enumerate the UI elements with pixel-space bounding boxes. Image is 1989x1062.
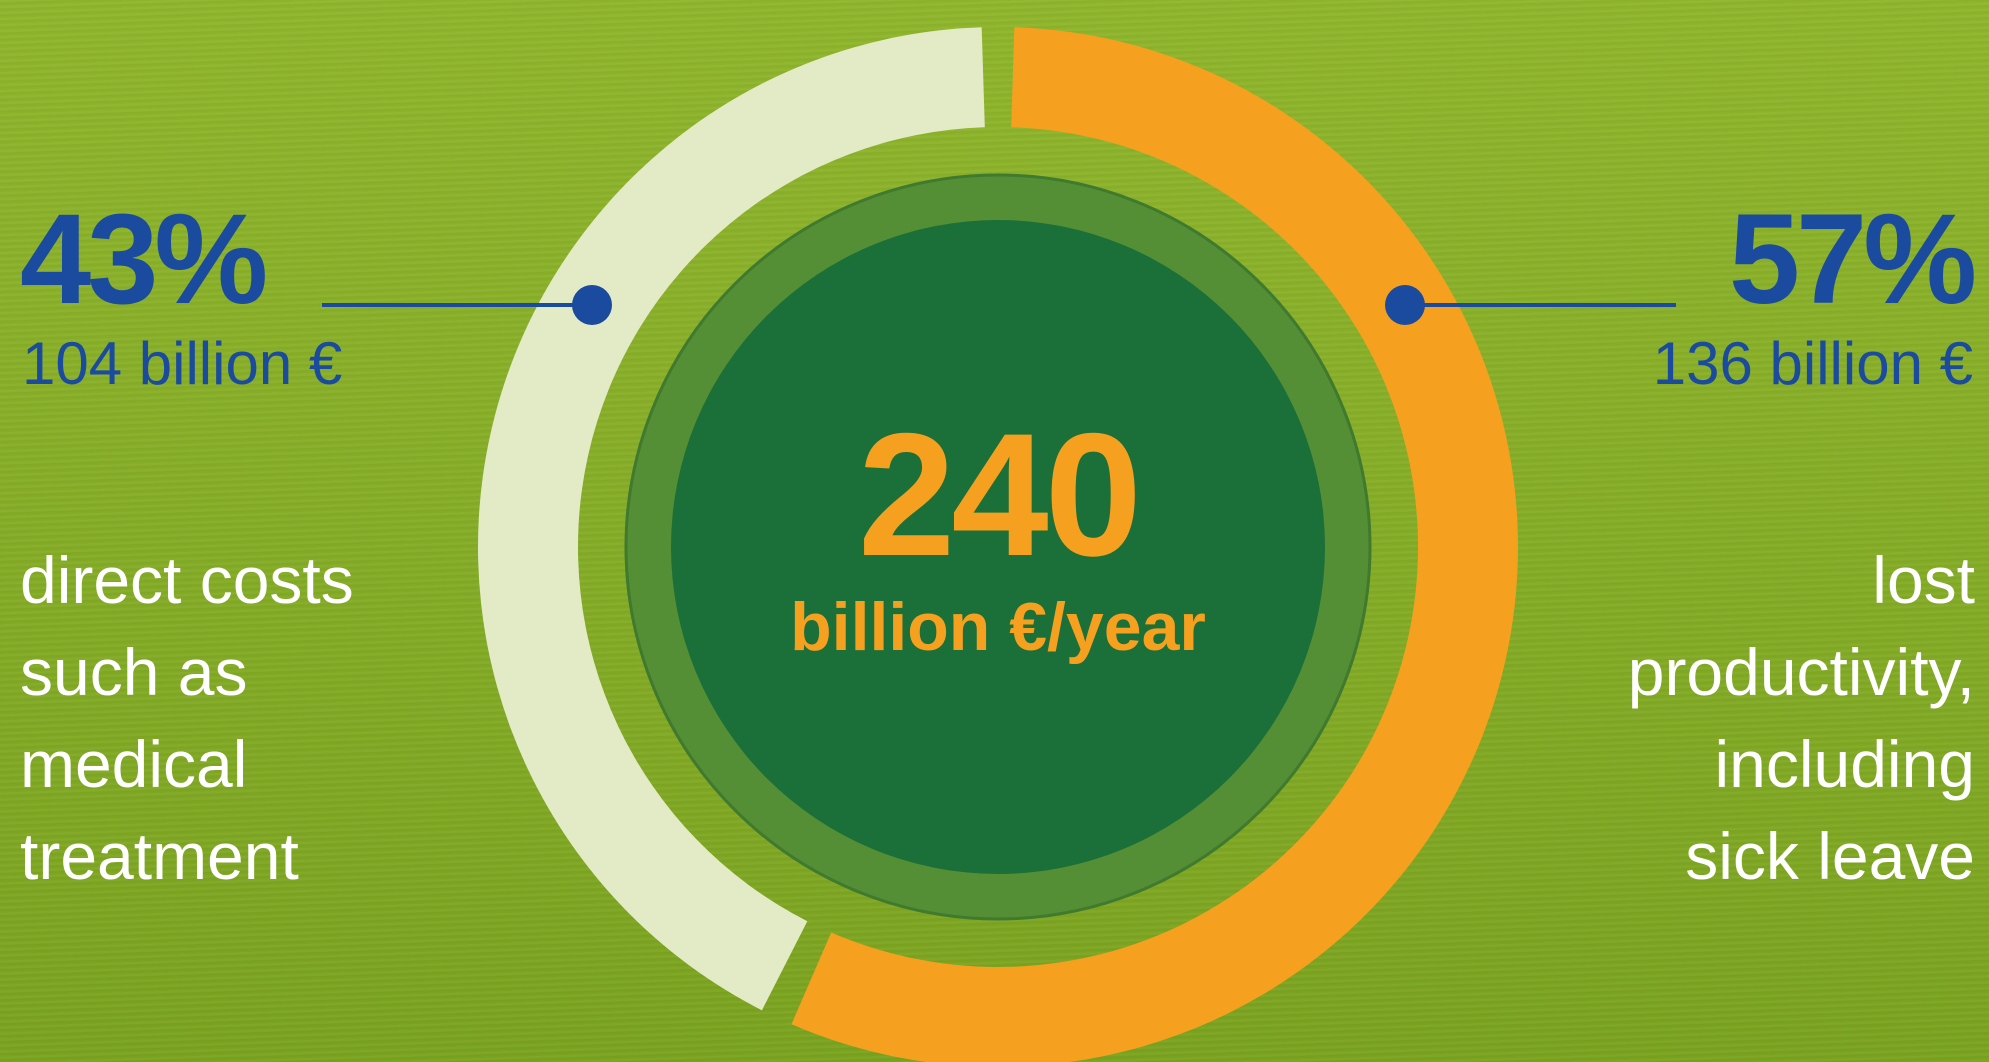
description-line: lost (1872, 543, 1975, 617)
description-direct-costs: direct costs such as medical treatment (20, 534, 500, 902)
amount-label-direct: 104 billion € (22, 330, 343, 397)
description-line: treatment (20, 819, 299, 893)
total-unit: billion €/year (790, 589, 1206, 665)
description-line: such as (20, 635, 248, 709)
amount-label-productivity: 136 billion € (1652, 330, 1973, 397)
center-inner-circle (671, 220, 1325, 874)
percent-label-direct: 43% (20, 188, 268, 331)
description-lost-productivity: lost productivity, including sick leave (1495, 534, 1975, 902)
donut-slice-direct-costs (478, 27, 985, 1011)
description-line: direct costs (20, 543, 354, 617)
description-line: sick leave (1685, 819, 1975, 893)
description-line: medical (20, 727, 248, 801)
percent-label-productivity: 57% (1728, 188, 1977, 331)
leader-dot-right (1385, 285, 1425, 325)
description-line: productivity, (1627, 635, 1975, 709)
total-value: 240 (858, 398, 1138, 593)
donut-arcs (478, 27, 1518, 1062)
leader-dot-left (572, 285, 612, 325)
description-line: including (1714, 727, 1975, 801)
donut-slice-lost-productivity (791, 27, 1518, 1062)
